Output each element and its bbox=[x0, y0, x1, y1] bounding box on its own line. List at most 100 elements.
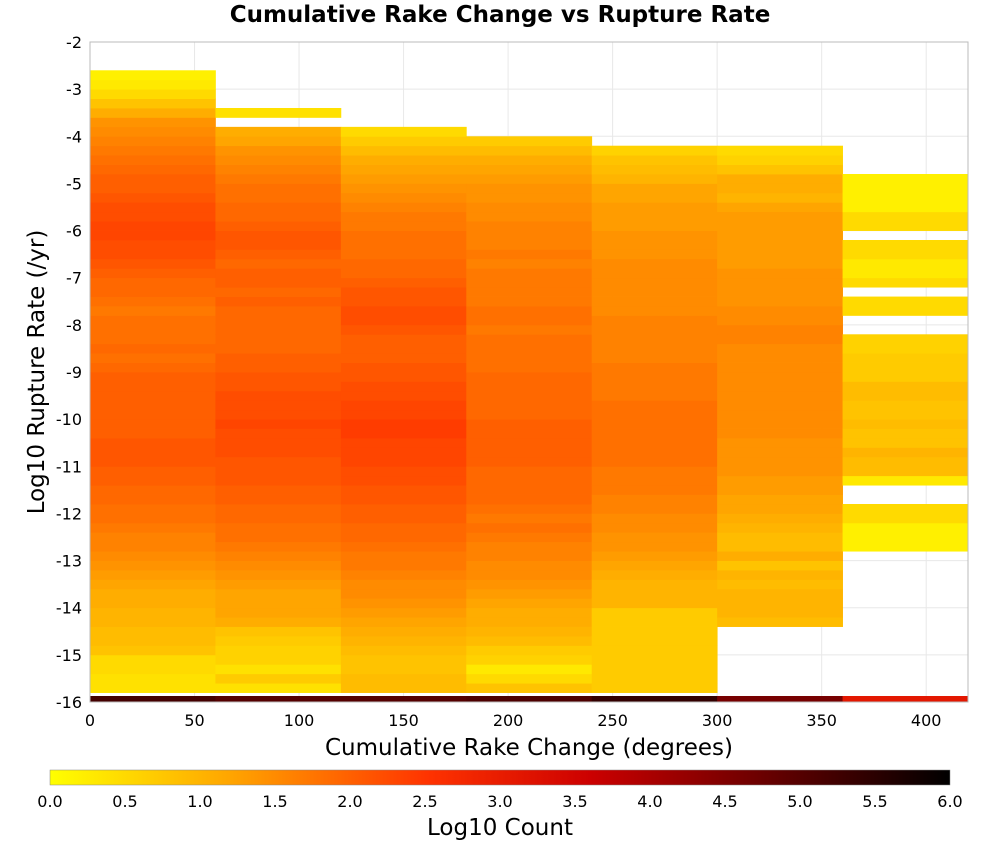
heatmap-cell bbox=[591, 192, 718, 203]
heatmap-cell bbox=[717, 598, 843, 609]
heatmap-cell bbox=[591, 306, 718, 316]
colorbar bbox=[49, 769, 951, 786]
heatmap-cell bbox=[90, 221, 216, 231]
heatmap-cell bbox=[717, 541, 843, 552]
heatmap-cell bbox=[215, 202, 342, 213]
heatmap-cell bbox=[90, 108, 216, 118]
x-tick-label: 0 bbox=[85, 711, 95, 730]
heatmap-cell bbox=[591, 696, 718, 703]
heatmap-cell bbox=[717, 466, 843, 477]
heatmap-cell bbox=[340, 485, 467, 495]
y-tick-label: -11 bbox=[56, 457, 82, 476]
heatmap-cell bbox=[466, 428, 593, 439]
heatmap-cell bbox=[591, 645, 718, 656]
heatmap-cell bbox=[591, 400, 718, 411]
heatmap-cell bbox=[340, 494, 467, 505]
heatmap-cell bbox=[340, 541, 467, 552]
heatmap-cell bbox=[717, 343, 843, 354]
heatmap-cell bbox=[466, 258, 593, 269]
heatmap-cell bbox=[591, 296, 718, 307]
heatmap-cell bbox=[466, 277, 593, 288]
heatmap-cell bbox=[591, 438, 718, 448]
heatmap-cell bbox=[466, 249, 593, 260]
heatmap-cell bbox=[90, 409, 216, 420]
heatmap-cell bbox=[90, 664, 216, 675]
heatmap-cell bbox=[842, 456, 969, 467]
heatmap-cell bbox=[591, 475, 718, 486]
heatmap-cell bbox=[591, 617, 718, 627]
heatmap-cell bbox=[591, 362, 718, 373]
heatmap-cell bbox=[466, 654, 593, 665]
heatmap-cell bbox=[717, 315, 843, 326]
heatmap-cell bbox=[466, 419, 593, 429]
colorbar-tick-label: 0.0 bbox=[37, 792, 62, 811]
heatmap-cell bbox=[466, 541, 593, 552]
heatmap-cell bbox=[215, 277, 342, 288]
heatmap-cell bbox=[340, 626, 467, 637]
colorbar-ticks: 0.0 0.5 1.0 1.5 2.0 2.5 3.0 3.5 4.0 4.5 5.0 5.5 6.0 bbox=[37, 792, 962, 811]
heatmap-cell bbox=[340, 202, 467, 213]
heatmap-cell bbox=[90, 541, 216, 552]
heatmap-cell bbox=[340, 654, 467, 665]
heatmap-cell bbox=[90, 419, 216, 429]
heatmap-cell bbox=[591, 504, 718, 514]
heatmap-cell bbox=[842, 513, 969, 524]
heatmap-cell bbox=[717, 560, 843, 571]
heatmap-cell bbox=[90, 315, 216, 326]
heatmap-cell bbox=[215, 456, 342, 467]
heatmap-cell bbox=[340, 409, 467, 420]
heatmap-cell bbox=[215, 155, 342, 165]
heatmap-cell bbox=[340, 607, 467, 618]
heatmap-cell bbox=[215, 607, 342, 618]
colorbar-tick-label: 2.5 bbox=[412, 792, 437, 811]
heatmap-cell bbox=[466, 183, 593, 194]
heatmap-cell bbox=[215, 673, 342, 684]
heatmap-cell bbox=[717, 202, 843, 213]
heatmap-cell bbox=[340, 258, 467, 269]
heatmap-cell bbox=[842, 202, 969, 213]
heatmap-cell bbox=[842, 306, 969, 316]
heatmap-cell bbox=[591, 409, 718, 420]
heatmap-cell bbox=[717, 522, 843, 533]
heatmap-cell bbox=[90, 268, 216, 279]
heatmap-cell bbox=[340, 570, 467, 580]
heatmap-cell bbox=[340, 636, 467, 646]
heatmap-cell bbox=[717, 362, 843, 373]
y-tick-label: -8 bbox=[66, 316, 82, 335]
heatmap-cell bbox=[591, 673, 718, 684]
heatmap-cell bbox=[340, 230, 467, 241]
heatmap-cell bbox=[466, 570, 593, 580]
heatmap-cell bbox=[90, 258, 216, 269]
heatmap-cell bbox=[340, 211, 467, 222]
heatmap-cell bbox=[717, 400, 843, 411]
heatmap-cell bbox=[717, 249, 843, 260]
heatmap-cell bbox=[466, 155, 593, 165]
heatmap-cell bbox=[466, 551, 593, 561]
heatmap-cell bbox=[340, 277, 467, 288]
heatmap-cell bbox=[842, 334, 969, 345]
heatmap-cell bbox=[842, 277, 969, 288]
heatmap-cell bbox=[215, 636, 342, 646]
heatmap-cell bbox=[90, 560, 216, 571]
heatmap-cell bbox=[340, 466, 467, 477]
heatmap-cell bbox=[717, 174, 843, 184]
heatmap-cell bbox=[591, 588, 718, 599]
heatmap-cell bbox=[466, 560, 593, 571]
heatmap-cell bbox=[717, 258, 843, 269]
x-tick-label: 100 bbox=[284, 711, 315, 730]
heatmap-cell bbox=[340, 315, 467, 326]
heatmap-cell bbox=[591, 579, 718, 590]
heatmap-cell bbox=[591, 343, 718, 354]
heatmap-cell bbox=[466, 588, 593, 599]
heatmap-cell bbox=[215, 136, 342, 147]
heatmap-cell bbox=[90, 98, 216, 109]
heatmap-cell bbox=[90, 362, 216, 373]
heatmap-cell bbox=[591, 683, 718, 693]
y-tick-label: -14 bbox=[56, 599, 82, 618]
heatmap-cell bbox=[717, 334, 843, 345]
heatmap-cell bbox=[215, 126, 342, 137]
heatmap-cell bbox=[215, 683, 342, 693]
heatmap-cell bbox=[90, 400, 216, 411]
heatmap-cell bbox=[340, 617, 467, 627]
heatmap-cell bbox=[215, 287, 342, 297]
